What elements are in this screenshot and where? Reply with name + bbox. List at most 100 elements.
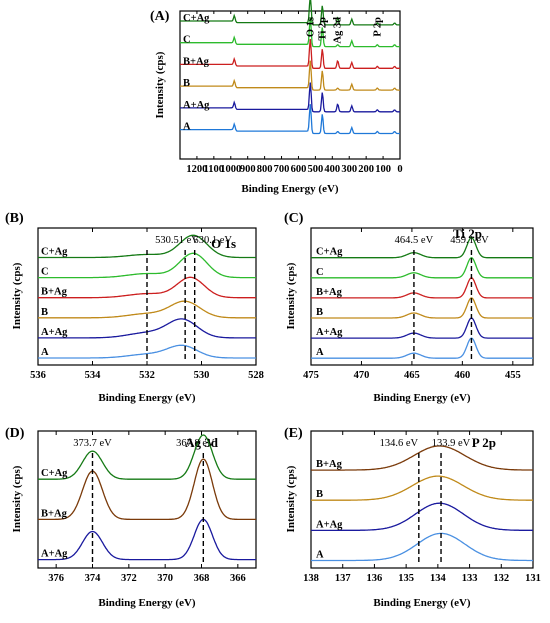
x-axis-label: Binding Energy (eV) (373, 392, 471, 404)
series-label: A+Ag (41, 549, 68, 560)
peak-energy-label: 464.5 eV (395, 235, 434, 246)
x-tick-label: 131 (525, 573, 541, 584)
x-axis-label: Binding Energy (eV) (241, 183, 339, 195)
series-label: A+Ag (316, 519, 343, 530)
x-tick-label: 134 (430, 573, 447, 584)
y-axis-label: Intensity (cps) (285, 465, 297, 532)
series-line-a-plus-ag (311, 502, 533, 532)
x-tick-label: 400 (324, 164, 340, 175)
peak-energy-label: 459.1 eV (450, 235, 489, 246)
series-label: B+Ag (183, 56, 210, 67)
series-line-c (311, 256, 533, 279)
x-tick-label: 366 (230, 573, 246, 584)
x-tick-label: 700 (274, 164, 290, 175)
x-tick-label: 500 (308, 164, 324, 175)
series-line-c-plus-ag (180, 0, 400, 26)
peak-energy-label: 367.8 eV (176, 438, 215, 449)
x-tick-label: 460 (454, 370, 470, 381)
series-line-a (180, 104, 400, 135)
series-label: C+Ag (41, 468, 68, 479)
x-tick-label: 528 (248, 370, 264, 381)
panel-label: (D) (5, 426, 25, 441)
series-line-b-plus-ag (311, 445, 533, 471)
x-tick-label: 0 (397, 164, 402, 175)
peak-energy-label: 530.51 eV (155, 235, 199, 246)
x-tick-label: 376 (48, 573, 64, 584)
series-line-c-plus-ag (311, 236, 533, 259)
peak-energy-label: 133.9 eV (432, 438, 471, 449)
series-label: B (316, 307, 323, 318)
x-tick-label: 600 (291, 164, 307, 175)
series-label: A+Ag (316, 327, 343, 338)
series-label: C (41, 267, 49, 278)
x-tick-label: 370 (157, 573, 173, 584)
series-line-b (38, 300, 256, 319)
element-label: Ti 2p (453, 226, 482, 241)
series-label: B+Ag (316, 287, 343, 298)
series-line-c (38, 252, 256, 279)
panel-label: (A) (150, 9, 170, 24)
x-tick-label: 534 (85, 370, 102, 381)
series-label: A+Ag (183, 100, 210, 111)
series-label: B+Ag (316, 459, 343, 470)
y-axis-label: Intensity (cps) (285, 262, 297, 329)
series-label: B (41, 307, 48, 318)
plot-frame (310, 430, 534, 569)
x-tick-label: 532 (139, 370, 155, 381)
series-label: C+Ag (316, 247, 343, 258)
x-tick-label: 536 (30, 370, 46, 381)
x-tick-label: 136 (367, 573, 383, 584)
x-tick-label: 475 (303, 370, 319, 381)
x-tick-label: 1200 (186, 164, 207, 175)
panel-e: (E) P 2p 138 137 136 135 134 133 132 131 Binding E… (284, 426, 541, 609)
series-line-a (311, 337, 533, 359)
x-tick-label: 100 (375, 164, 391, 175)
x-tick-label: 137 (335, 573, 351, 584)
series-line-a (38, 344, 256, 359)
x-tick-label: 138 (303, 573, 319, 584)
series-label: B (183, 78, 190, 89)
series-label: C+Ag (41, 247, 68, 258)
series-label: B+Ag (41, 287, 68, 298)
x-tick-label: 132 (493, 573, 509, 584)
x-tick-label: 368 (194, 573, 210, 584)
series-label: A (183, 121, 191, 132)
panel-label: (B) (5, 211, 24, 226)
series-line-b (180, 60, 400, 91)
peak-label: Ag 3d (333, 17, 344, 44)
series-label: C+Ag (183, 13, 210, 24)
series-label: B+Ag (41, 508, 68, 519)
x-tick-label: 1000 (220, 164, 241, 175)
peak-energy-label: 373.7 eV (73, 438, 112, 449)
series-line-b-plus-ag (311, 277, 533, 299)
series-line-c-plus-ag (38, 434, 256, 480)
x-tick-label: 900 (240, 164, 256, 175)
series-label: C (183, 35, 191, 46)
x-tick-label: 455 (505, 370, 521, 381)
x-tick-label: 470 (354, 370, 370, 381)
series-label: C (316, 267, 324, 278)
peak-label: Ti 2p (317, 17, 328, 41)
series-line-b (311, 297, 533, 319)
x-tick-label: 300 (341, 164, 357, 175)
x-tick-label: 374 (85, 573, 102, 584)
panel-c: (C) Ti 2p 475 470 465 460 455 Binding Energy (e… (284, 211, 534, 404)
series-line-a (311, 532, 533, 562)
series-line-a-plus-ag (38, 518, 256, 561)
panel-b: (B) O 1s 536 534 532 530 528 Binding Energy (eV… (5, 211, 264, 404)
series-line-c (180, 17, 400, 48)
peak-energy-label: 530.1 eV (193, 235, 232, 246)
panel-label: (C) (284, 211, 304, 226)
series-line-b-plus-ag (180, 38, 400, 69)
series-label: A (316, 347, 324, 358)
series-line-a-plus-ag (38, 318, 256, 339)
peak-energy-label: 134.6 eV (380, 438, 419, 449)
x-axis-label: Binding Energy (eV) (98, 392, 196, 404)
x-tick-label: 135 (398, 573, 414, 584)
series-label: B (316, 489, 323, 500)
y-axis-label: Intensity (cps) (11, 262, 23, 329)
x-axis-label: Binding Energy (eV) (98, 597, 196, 609)
